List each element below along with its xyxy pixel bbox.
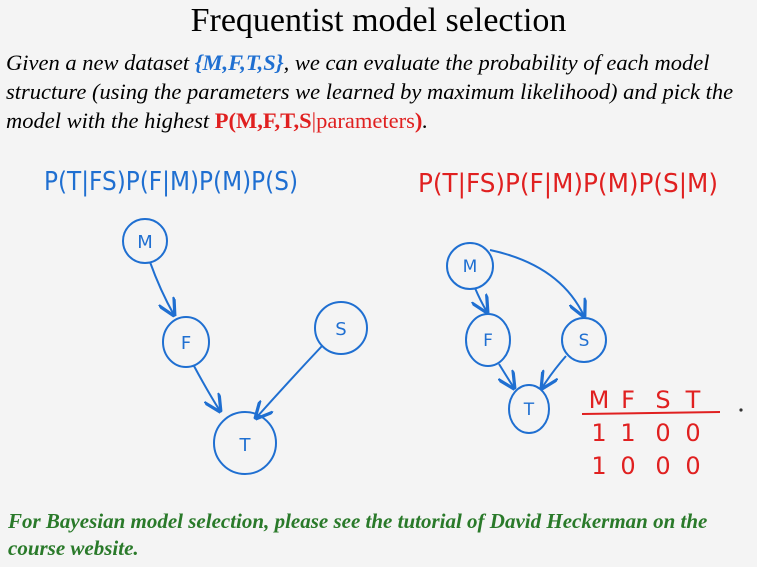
- intro-period: .: [422, 108, 428, 133]
- model-b-label-t: T: [523, 400, 535, 420]
- model-b-label-m: M: [463, 257, 478, 277]
- model-b-formula: P(T|FS)P(F|M)P(M)P(S|M): [418, 169, 718, 199]
- model-a-node-m: [122, 218, 168, 264]
- table-header-f: F: [621, 386, 635, 414]
- table-header-s: S: [655, 386, 670, 414]
- table-cell: 0: [655, 452, 670, 480]
- table-cell: 0: [685, 452, 700, 480]
- model-a-label-f: F: [181, 333, 191, 354]
- table-cell: 0: [620, 452, 635, 480]
- prob-expression-bar: |: [311, 108, 317, 133]
- model-b-graph: [446, 242, 607, 434]
- slide-title: Frequentist model selection: [190, 2, 567, 39]
- model-b-node-t: [508, 384, 550, 434]
- model-a-edge-m-f: [149, 261, 174, 315]
- table-header-t: T: [685, 386, 701, 414]
- model-b-edge-f-t: [499, 363, 514, 388]
- table-header-m: M: [589, 386, 610, 414]
- dataset-notation: {M,F,T,S}: [194, 50, 284, 75]
- intro-paragraph: Given a new dataset {M,F,T,S}, we can ev…: [6, 48, 754, 135]
- model-b-edge-m-s: [489, 249, 584, 316]
- footer-note: For Bayesian model selection, please see…: [8, 509, 708, 560]
- intro-text-1: Given a new dataset: [6, 50, 195, 75]
- model-a-node-f: [162, 316, 210, 368]
- model-a-label-s: S: [335, 319, 346, 340]
- model-a-node-s: [314, 301, 368, 355]
- table-cell: 0: [655, 419, 670, 447]
- table-cell: 1: [591, 452, 606, 480]
- model-a-node-t: [213, 411, 277, 475]
- model-a-formula: P(T|FS)P(F|M)P(M)P(S): [44, 167, 298, 197]
- prob-expression-close: ): [414, 108, 423, 133]
- model-a-label-m: M: [137, 232, 153, 253]
- pen-dot: [739, 408, 743, 412]
- table-cell: 0: [685, 419, 700, 447]
- model-b-node-m: [446, 242, 494, 290]
- model-b-edge-s-t: [542, 355, 567, 388]
- model-b-label-s: S: [579, 331, 590, 351]
- model-a-edge-f-t: [193, 365, 220, 411]
- intro-text-2: , we can evaluate the probability of eac…: [6, 50, 734, 133]
- model-b-label-f: F: [483, 331, 493, 351]
- table-cell: 1: [591, 419, 606, 447]
- data-table: M F S T 1 1 0 0 1 0 0 0: [589, 386, 701, 480]
- model-a-graph: [122, 218, 368, 475]
- prob-expression-open: P(M,F,T,S: [214, 108, 312, 133]
- table-header-underline: [581, 411, 721, 415]
- model-b-edge-m-f: [475, 287, 487, 312]
- model-a-edge-s-t: [256, 345, 323, 418]
- model-a-label-t: T: [239, 435, 252, 456]
- table-cell: 1: [620, 419, 635, 447]
- prob-expression-params: parameters: [316, 108, 415, 133]
